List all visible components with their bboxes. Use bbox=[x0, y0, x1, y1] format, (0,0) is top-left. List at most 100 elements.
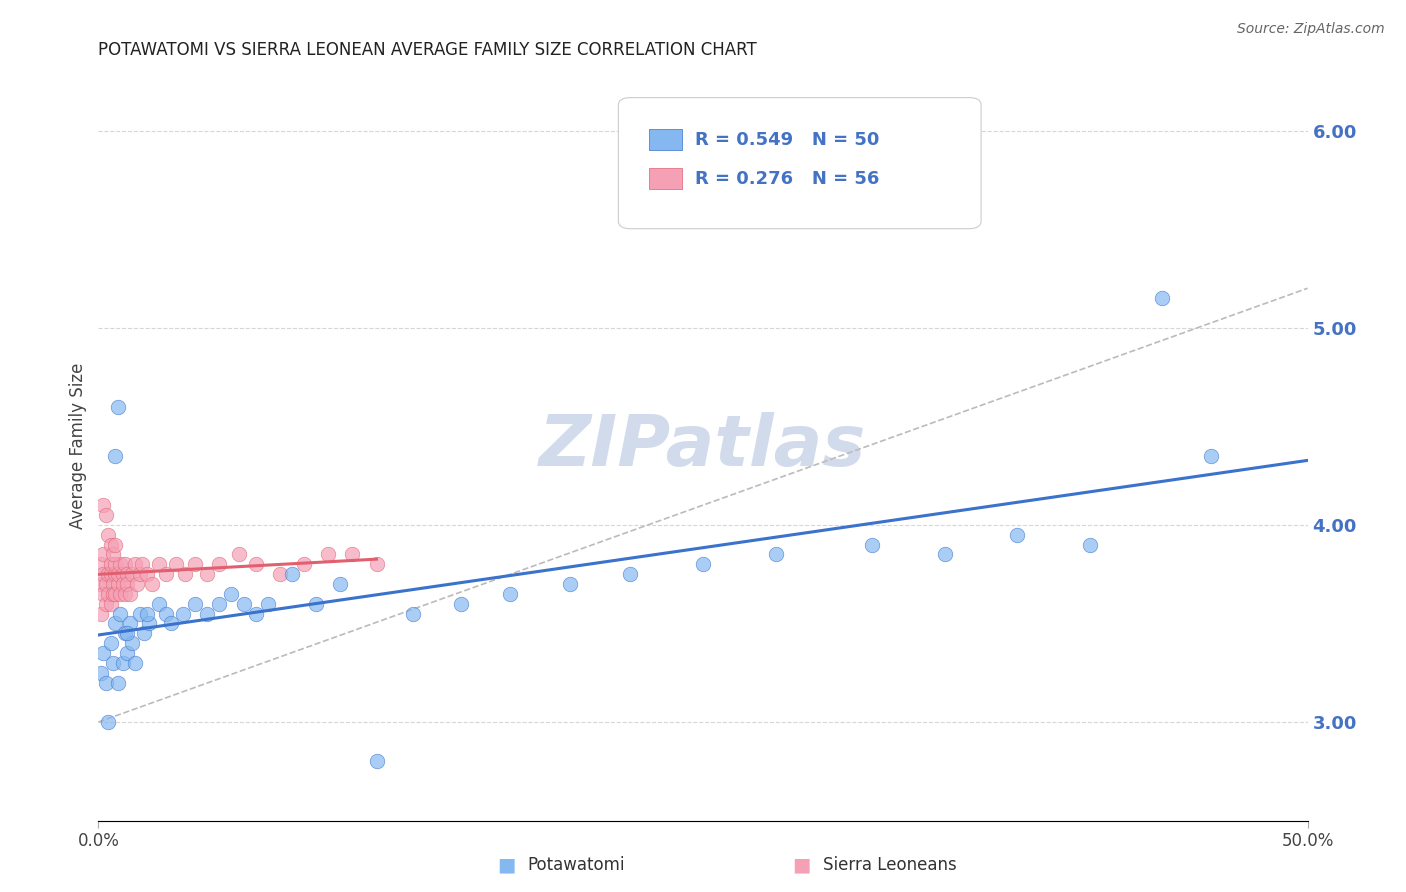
Point bbox=[135, 607, 157, 621]
Text: ZIPatlas: ZIPatlas bbox=[540, 411, 866, 481]
Point bbox=[121, 567, 143, 582]
Point bbox=[107, 567, 129, 582]
FancyBboxPatch shape bbox=[648, 168, 682, 189]
Point bbox=[160, 616, 183, 631]
Point bbox=[228, 548, 250, 562]
Point bbox=[141, 577, 163, 591]
Point bbox=[90, 558, 112, 572]
Point bbox=[104, 449, 127, 463]
Point bbox=[165, 558, 187, 572]
Point bbox=[860, 538, 883, 552]
Point bbox=[90, 577, 112, 591]
Point bbox=[117, 567, 139, 582]
Point bbox=[100, 538, 122, 552]
Point bbox=[94, 577, 117, 591]
Point bbox=[184, 558, 207, 572]
Point bbox=[117, 626, 139, 640]
Point bbox=[366, 558, 388, 572]
Point bbox=[148, 558, 170, 572]
Point bbox=[107, 577, 129, 591]
Point bbox=[117, 646, 139, 660]
Point bbox=[221, 587, 243, 601]
Point bbox=[934, 548, 956, 562]
Point bbox=[94, 597, 117, 611]
Point bbox=[94, 675, 117, 690]
Point bbox=[131, 558, 153, 572]
Point bbox=[100, 567, 122, 582]
Point bbox=[765, 548, 787, 562]
Point bbox=[91, 548, 114, 562]
Point bbox=[195, 567, 218, 582]
Point bbox=[292, 558, 315, 572]
Point bbox=[269, 567, 291, 582]
Point bbox=[108, 607, 131, 621]
Point bbox=[118, 587, 141, 601]
Point bbox=[174, 567, 197, 582]
Point bbox=[101, 548, 124, 562]
Point bbox=[114, 558, 136, 572]
Text: ■: ■ bbox=[496, 855, 516, 875]
Point bbox=[114, 626, 136, 640]
Point bbox=[138, 616, 160, 631]
Point bbox=[108, 558, 131, 572]
Point bbox=[100, 597, 122, 611]
Text: Sierra Leoneans: Sierra Leoneans bbox=[823, 856, 956, 874]
Point bbox=[329, 577, 352, 591]
Point bbox=[366, 755, 388, 769]
Point bbox=[124, 656, 146, 670]
Point bbox=[104, 538, 127, 552]
Point bbox=[402, 607, 425, 621]
Point bbox=[111, 567, 134, 582]
Text: R = 0.549   N = 50: R = 0.549 N = 50 bbox=[695, 130, 879, 149]
Point bbox=[134, 626, 156, 640]
Point bbox=[97, 587, 120, 601]
Text: ■: ■ bbox=[792, 855, 811, 875]
Point bbox=[104, 616, 127, 631]
Point bbox=[256, 597, 278, 611]
Point bbox=[97, 567, 120, 582]
Point bbox=[155, 607, 177, 621]
Point bbox=[97, 714, 120, 729]
Point bbox=[208, 597, 231, 611]
Point bbox=[114, 587, 136, 601]
Point bbox=[91, 567, 114, 582]
Point bbox=[148, 597, 170, 611]
Point bbox=[94, 508, 117, 522]
Point bbox=[692, 558, 714, 572]
Point bbox=[128, 567, 150, 582]
Point bbox=[1199, 449, 1222, 463]
Point bbox=[91, 587, 114, 601]
Point bbox=[172, 607, 194, 621]
Text: Source: ZipAtlas.com: Source: ZipAtlas.com bbox=[1237, 22, 1385, 37]
Point bbox=[155, 567, 177, 582]
Point bbox=[1007, 527, 1029, 541]
Text: Potawatomi: Potawatomi bbox=[527, 856, 624, 874]
Point bbox=[127, 577, 149, 591]
Point bbox=[111, 656, 134, 670]
Point bbox=[208, 558, 231, 572]
Point bbox=[1078, 538, 1101, 552]
Text: R = 0.276   N = 56: R = 0.276 N = 56 bbox=[695, 169, 879, 187]
Point bbox=[111, 577, 134, 591]
Point bbox=[195, 607, 218, 621]
Point bbox=[245, 558, 267, 572]
Point bbox=[128, 607, 150, 621]
FancyBboxPatch shape bbox=[619, 97, 981, 228]
Point bbox=[91, 498, 114, 512]
Point bbox=[100, 636, 122, 650]
Point bbox=[90, 665, 112, 680]
Text: POTAWATOMI VS SIERRA LEONEAN AVERAGE FAMILY SIZE CORRELATION CHART: POTAWATOMI VS SIERRA LEONEAN AVERAGE FAM… bbox=[98, 41, 758, 59]
Point bbox=[281, 567, 304, 582]
Point bbox=[184, 597, 207, 611]
Point bbox=[232, 597, 254, 611]
Point bbox=[104, 558, 127, 572]
Point bbox=[100, 558, 122, 572]
Point bbox=[450, 597, 472, 611]
Point bbox=[121, 636, 143, 650]
Point bbox=[90, 607, 112, 621]
Point bbox=[104, 587, 127, 601]
Point bbox=[91, 646, 114, 660]
Point bbox=[101, 587, 124, 601]
Point bbox=[108, 587, 131, 601]
Point bbox=[118, 616, 141, 631]
